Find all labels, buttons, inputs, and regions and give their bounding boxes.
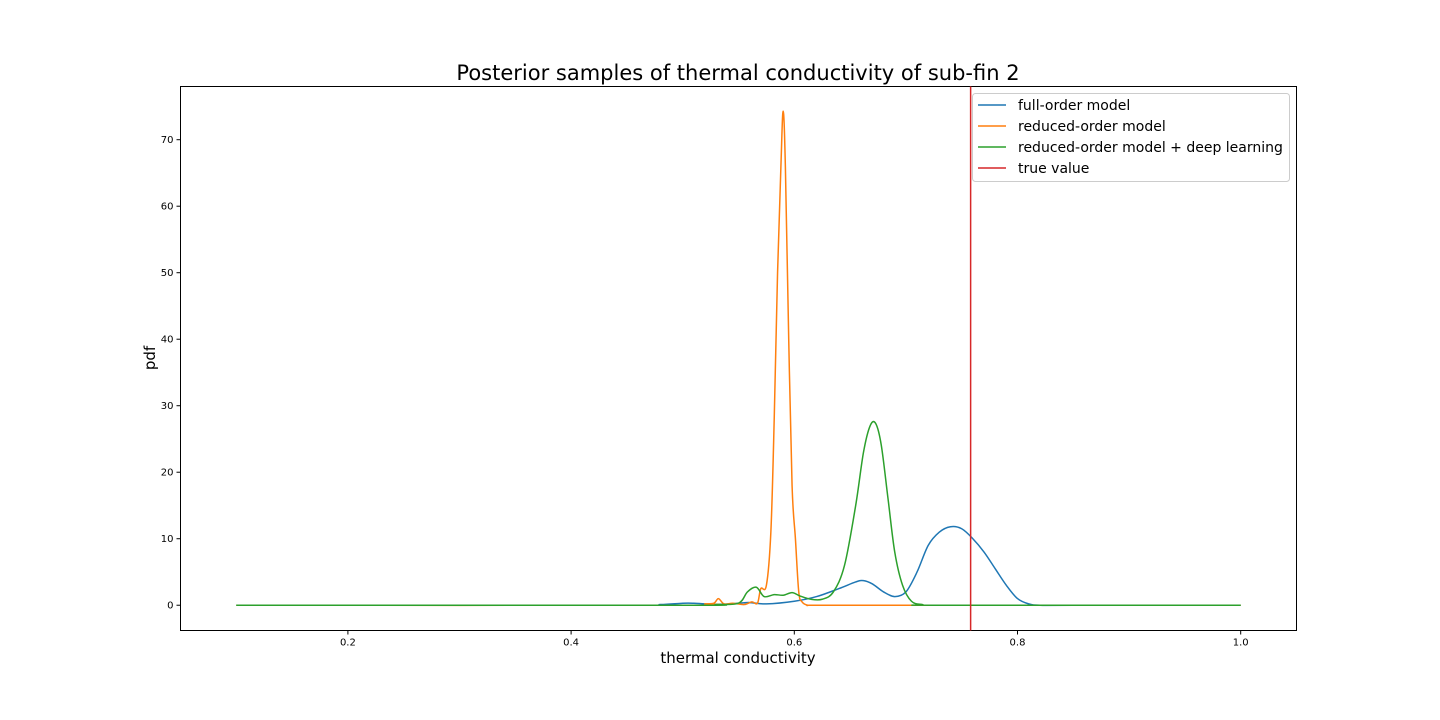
y-tick-label: 10 bbox=[161, 534, 174, 545]
legend: full-order model reduced-order model reduc… bbox=[972, 93, 1290, 182]
legend-label-reduced-order-model: reduced-order model bbox=[1018, 119, 1166, 135]
x-tick-label: 1.0 bbox=[1233, 638, 1249, 649]
x-axis-label: thermal conductivity bbox=[660, 649, 815, 667]
x-tick-label: 0.8 bbox=[1010, 638, 1026, 649]
y-axis-label: pdf bbox=[141, 345, 159, 370]
y-tick-label: 20 bbox=[161, 468, 174, 479]
y-tick-label: 0 bbox=[167, 601, 173, 612]
y-tick-label: 50 bbox=[161, 268, 174, 279]
series-layer bbox=[236, 110, 1241, 607]
series-line-full-order-model bbox=[236, 525, 1241, 607]
x-tick-label: 0.6 bbox=[786, 638, 802, 649]
legend-items: full-order model reduced-order model reduc… bbox=[978, 98, 1283, 177]
y-tick-label: 70 bbox=[161, 135, 174, 146]
legend-label-full-order-model: full-order model bbox=[1018, 98, 1130, 114]
x-axis: 0.2 0.4 0.6 0.8 1.0 bbox=[340, 630, 1249, 649]
y-axis: 0 10 20 30 40 50 60 70 bbox=[161, 135, 181, 612]
legend-label-reduced-order-model-deep-learning: reduced-order model + deep learning bbox=[1018, 140, 1283, 156]
series-line-reduced-order-model bbox=[236, 110, 1241, 607]
legend-frame bbox=[972, 93, 1290, 182]
chart-title: Posterior samples of thermal conductivit… bbox=[456, 61, 1019, 85]
legend-label-true-value: true value bbox=[1018, 161, 1089, 177]
y-tick-label: 60 bbox=[161, 202, 174, 213]
series-line-reduced-order-model-deep-learning bbox=[236, 420, 1241, 607]
x-tick-label: 0.4 bbox=[563, 638, 579, 649]
x-tick-label: 0.2 bbox=[340, 638, 356, 649]
y-tick-label: 40 bbox=[161, 335, 174, 346]
y-tick-label: 30 bbox=[161, 401, 174, 412]
